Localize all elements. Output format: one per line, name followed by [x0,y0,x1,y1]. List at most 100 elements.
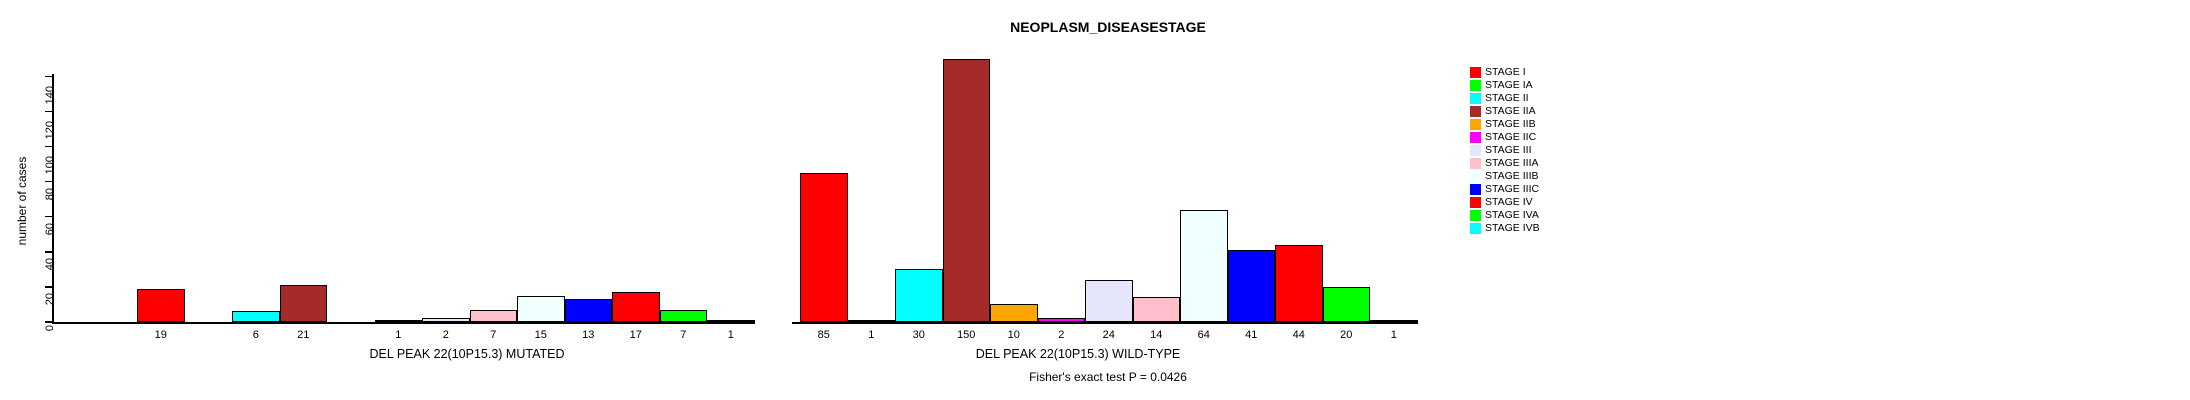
bar-count-stage-iic-wild_type: 2 [1058,329,1065,341]
bar-stage-iia-mutated [279,285,327,322]
legend-swatch-stage-iiia [1470,158,1481,169]
legend-item-stage-iib: STAGE IIB [1470,118,1540,131]
x-axis-baseline-wild-type [792,322,1418,324]
bar-count-stage-iic-mutated: 1 [395,329,402,341]
xaxis-label-mutated: DEL PEAK 22(10P15.3) MUTATED [369,347,565,361]
bar-stage-ivb-wild_type [1370,320,1418,323]
legend-label-stage-iib: STAGE IIB [1485,118,1536,130]
legend-label-stage-iv: STAGE IV [1485,196,1533,208]
legend-swatch-stage-iva [1470,210,1481,221]
bar-stage-iv-wild_type [1275,244,1323,322]
legend-swatch-stage-ia [1470,80,1481,91]
legend-swatch-stage-ivb [1470,223,1481,234]
legend-swatch-stage-iiib [1470,171,1481,182]
bar-count-stage-iiib-mutated: 15 [534,329,547,341]
bar-stage-iii-wild_type [1085,279,1133,322]
y-axis-tick-label: 100 [44,155,56,175]
bar-count-stage-ivb-mutated: 1 [727,329,734,341]
bar-count-stage-iiib-wild_type: 64 [1197,329,1210,341]
legend-label-stage-iic: STAGE IIC [1485,131,1537,143]
y-axis-tick-label: 80 [44,187,56,201]
bar-count-stage-i-wild_type: 85 [817,329,830,341]
bar-stage-i-wild_type [800,172,848,322]
bar-stage-i-mutated [137,288,185,322]
y-axis-tick [45,145,52,148]
legend-item-stage-iiib: STAGE IIIB [1470,170,1540,183]
legend: STAGE I STAGE IA STAGE II STAGE IIA STAGE II… [1470,66,1540,235]
bar-stage-iia-wild_type [942,58,990,322]
y-axis-tick [45,286,52,288]
bar-count-stage-iva-wild_type: 20 [1340,329,1353,341]
bar-stage-ivb-mutated [707,320,755,323]
legend-label-stage-ivb: STAGE IVB [1485,222,1540,234]
y-axis [52,74,54,323]
legend-swatch-stage-iiic [1470,184,1481,195]
y-axis-tick-label: 20 [44,293,56,306]
y-axis-tick-label: 120 [44,120,56,140]
xaxis-label-wild-type: DEL PEAK 22(10P15.3) WILD-TYPE [975,347,1181,361]
bar-count-stage-iiic-mutated: 13 [582,329,595,341]
legend-swatch-stage-iia [1470,106,1481,117]
legend-swatch-stage-iii [1470,145,1481,156]
bar-stage-iva-mutated [659,309,707,322]
bar-count-stage-iii-wild_type: 24 [1102,329,1115,341]
bar-stage-ii-wild_type [895,269,943,322]
legend-label-stage-ii: STAGE II [1485,92,1529,104]
bar-stage-iib-wild_type [990,304,1038,322]
bar-stage-iiib-mutated [517,295,565,322]
y-axis-tick [45,251,52,253]
bar-stage-iiib-wild_type [1180,209,1228,322]
legend-swatch-stage-ii [1470,93,1481,104]
bar-count-stage-iiia-mutated: 7 [490,329,497,341]
bar-stage-iic-wild_type [1037,318,1085,322]
y-axis-tick [45,180,52,183]
y-axis-tick [45,321,52,323]
bar-stage-iiia-mutated [469,309,517,322]
chart-title: NEOPLASM_DISEASESTAGE [1010,19,1206,35]
bar-count-stage-ii-wild_type: 30 [912,329,925,341]
fisher-test-caption: Fisher's exact test P = 0.0426 [1029,370,1187,384]
yaxis-title: number of cases [15,156,29,246]
legend-label-stage-iii: STAGE III [1485,144,1532,156]
bar-count-stage-iii-mutated: 2 [442,329,449,341]
bar-stage-iiic-wild_type [1227,250,1275,322]
bar-stage-iic-mutated [374,320,422,323]
bar-count-stage-iv-wild_type: 44 [1292,329,1305,341]
x-axis-baseline-mutated [52,322,755,324]
bar-count-stage-ia-wild_type: 1 [868,329,875,341]
legend-label-stage-iia: STAGE IIA [1485,105,1536,117]
bar-count-stage-iia-wild_type: 150 [957,329,976,341]
bar-count-stage-i-mutated: 19 [154,329,167,341]
legend-label-stage-iiia: STAGE IIIA [1485,157,1539,169]
bar-stage-iva-wild_type [1322,286,1370,322]
legend-item-stage-ia: STAGE IA [1470,79,1540,92]
legend-item-stage-iva: STAGE IVA [1470,209,1540,222]
bar-count-stage-iva-mutated: 7 [680,329,687,341]
bar-count-stage-ivb-wild_type: 1 [1390,329,1397,341]
bar-count-stage-iv-mutated: 17 [629,329,642,341]
bar-stage-ia-wild_type [847,320,895,323]
y-axis-tick-label: 140 [44,85,56,104]
y-axis-tick-label: 60 [44,222,56,236]
legend-item-stage-i: STAGE I [1470,66,1540,79]
legend-label-stage-iiic: STAGE IIIC [1485,183,1540,195]
legend-item-stage-iv: STAGE IV [1470,196,1540,209]
legend-swatch-stage-iib [1470,119,1481,130]
y-axis-tick [45,215,52,218]
legend-label-stage-ia: STAGE IA [1485,79,1533,91]
legend-item-stage-iii: STAGE III [1470,144,1540,157]
bar-count-stage-iiia-wild_type: 14 [1150,329,1163,341]
legend-label-stage-iva: STAGE IVA [1485,209,1539,221]
bar-count-stage-iia-mutated: 21 [297,329,310,341]
bar-count-stage-iib-wild_type: 10 [1007,329,1020,341]
legend-label-stage-iiib: STAGE IIIB [1485,170,1539,182]
legend-item-stage-ivb: STAGE IVB [1470,222,1540,235]
bar-count-stage-ii-mutated: 6 [252,329,259,341]
legend-item-stage-iic: STAGE IIC [1470,131,1540,144]
legend-item-stage-ii: STAGE II [1470,92,1540,105]
legend-item-stage-iiia: STAGE IIIA [1470,157,1540,170]
bar-stage-iv-mutated [612,292,660,322]
bar-stage-ii-mutated [232,311,280,322]
bar-stage-iii-mutated [422,318,470,322]
